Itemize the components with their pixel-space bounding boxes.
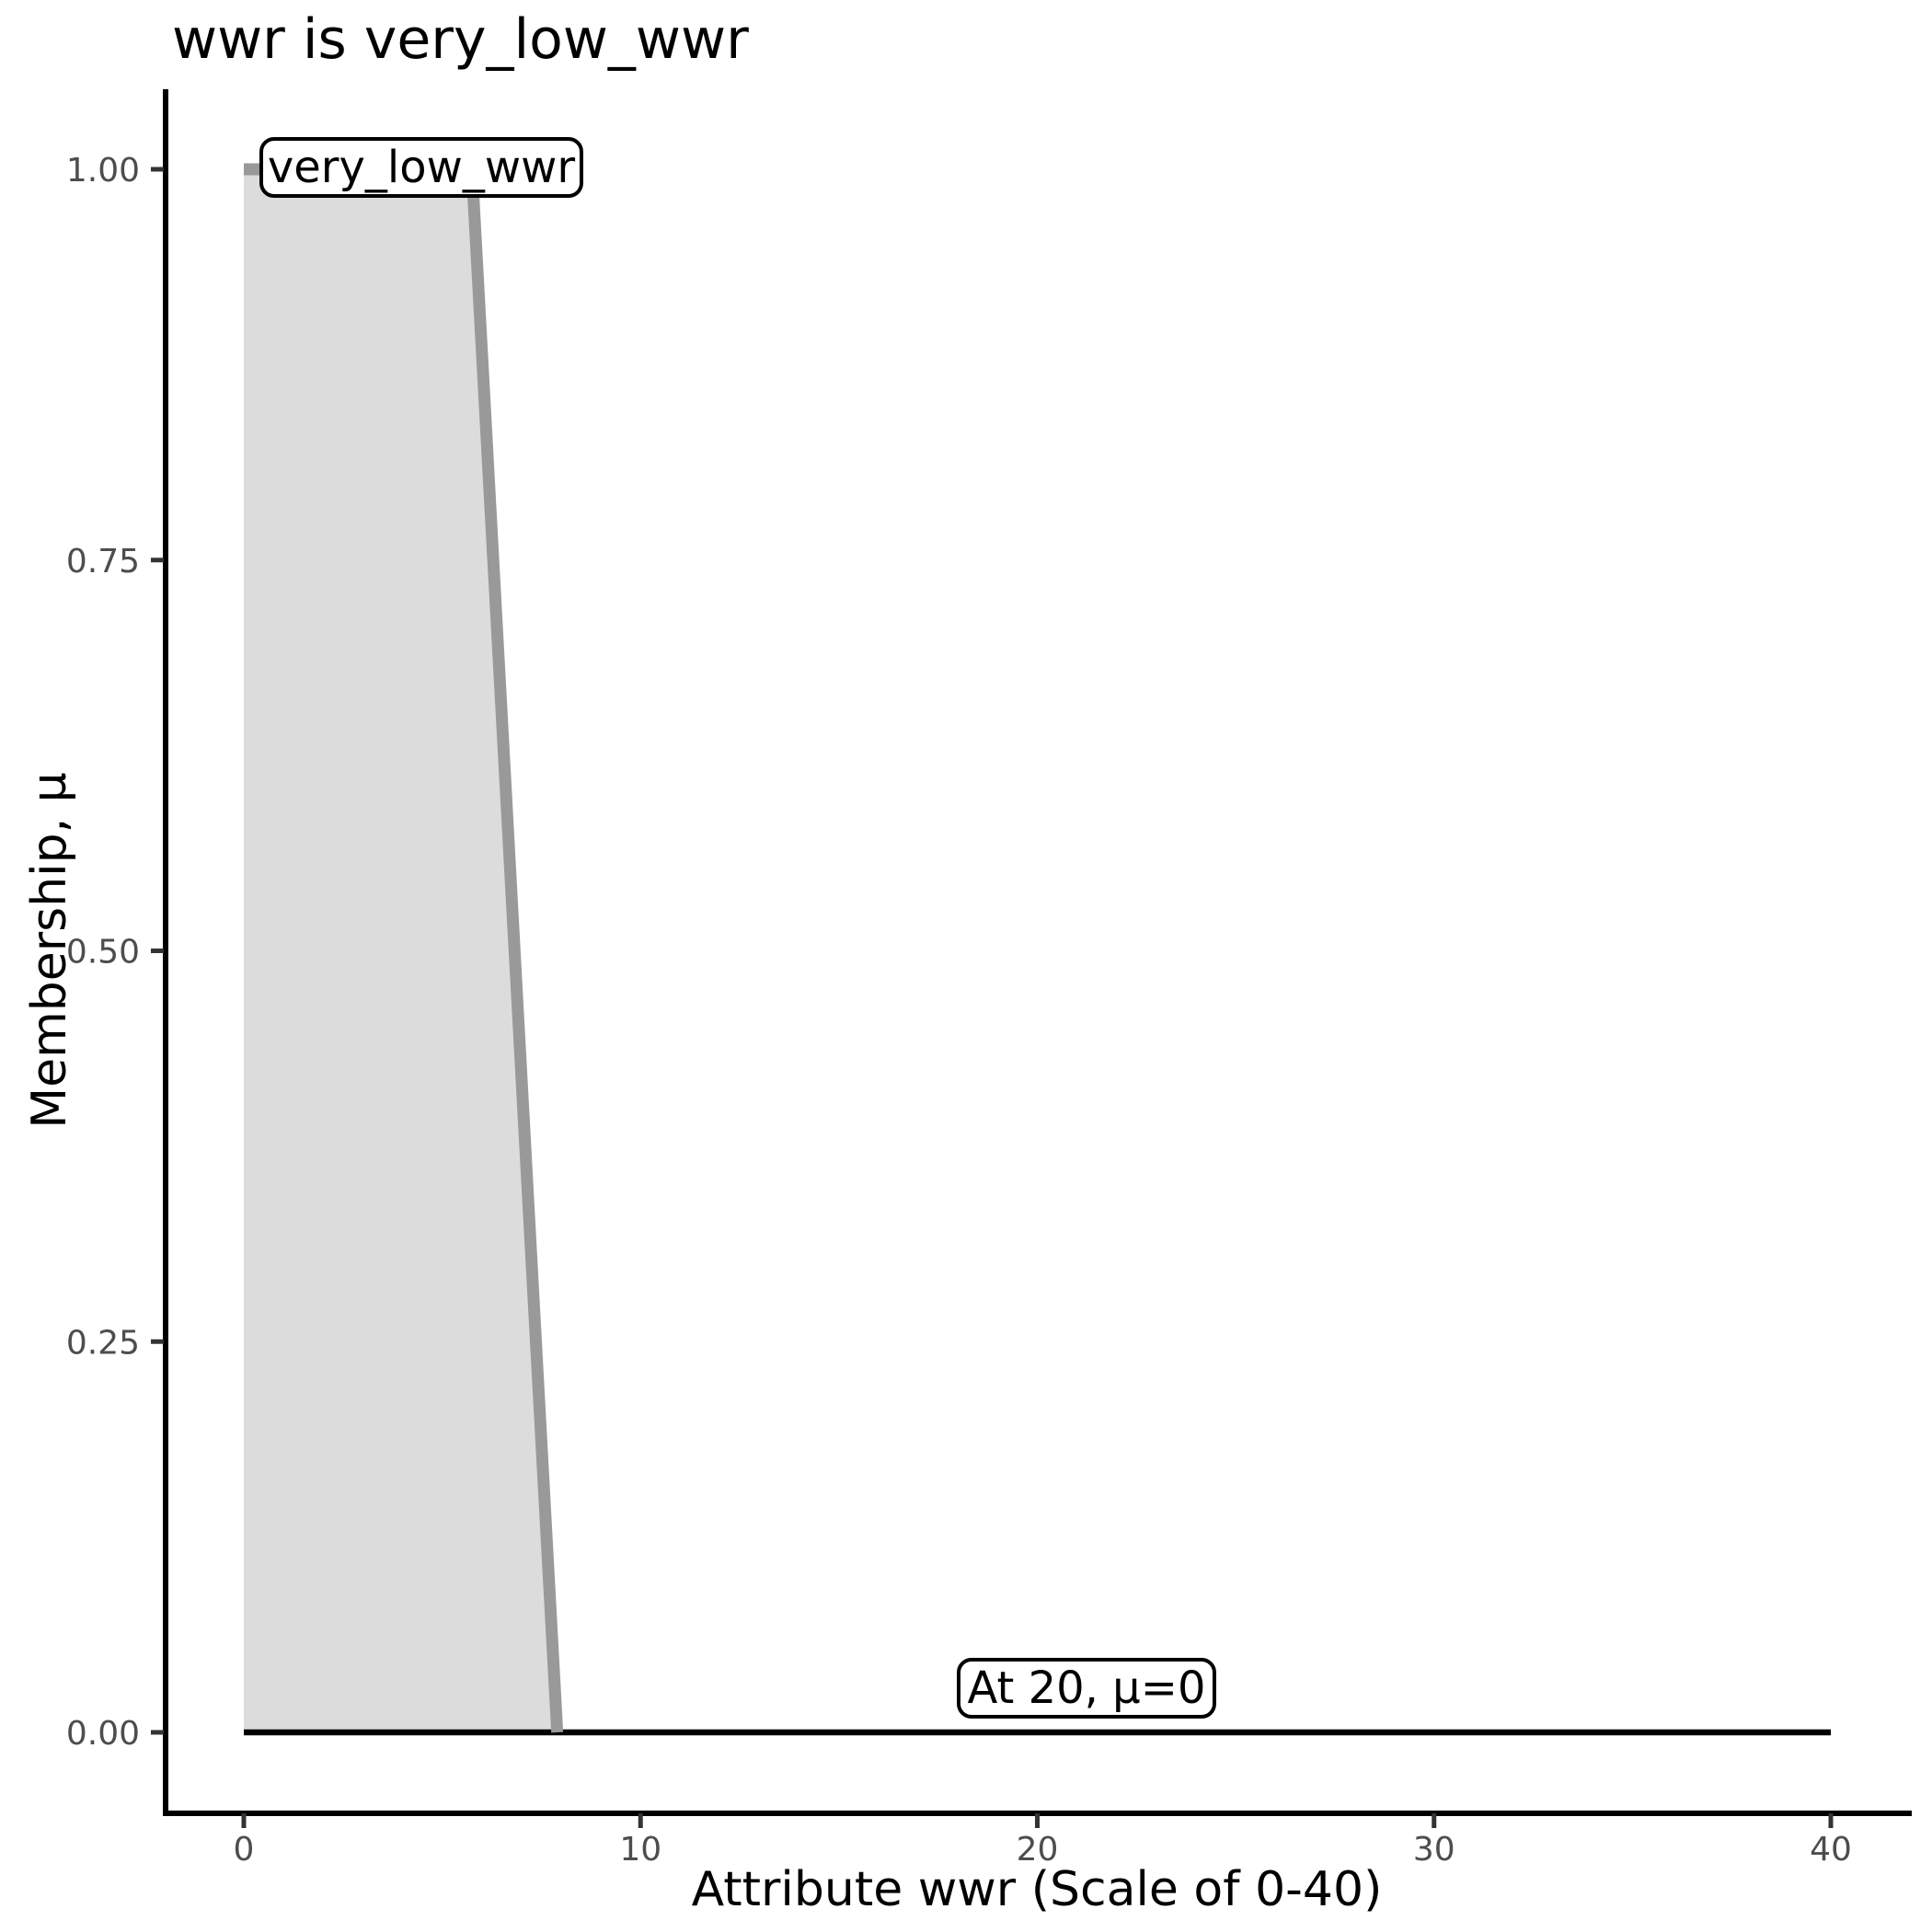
y-tick-label: 0.50 <box>66 934 140 972</box>
x-tick-label: 30 <box>1413 1831 1455 1869</box>
fuzzy-set-label: very_low_wwr <box>267 142 576 193</box>
y-axis-title: Membership, μ <box>22 772 77 1129</box>
fuzzy-set-label-box: very_low_wwr <box>259 137 583 198</box>
x-axis-ticks: 0 10 20 30 40 <box>234 1813 1852 1869</box>
y-axis-ticks: 0.00 0.25 0.50 0.75 1.00 <box>66 152 164 1753</box>
point-annotation-label: At 20, μ=0 <box>967 1662 1206 1714</box>
x-axis-title: Attribute wwr (Scale of 0-40) <box>691 1862 1383 1917</box>
point-annotation-box: At 20, μ=0 <box>957 1658 1216 1719</box>
chart-title: wwr is very_low_wwr <box>172 7 749 72</box>
y-tick-label: 0.75 <box>66 543 140 581</box>
y-tick-label: 0.25 <box>66 1324 140 1362</box>
x-tick-label: 10 <box>619 1831 661 1869</box>
y-tick-label: 0.00 <box>66 1715 140 1753</box>
y-tick-label: 1.00 <box>66 152 140 190</box>
x-tick-label: 0 <box>234 1831 255 1869</box>
x-tick-label: 40 <box>1810 1831 1852 1869</box>
membership-fill-area <box>244 169 558 1732</box>
x-tick-label: 20 <box>1017 1831 1059 1869</box>
